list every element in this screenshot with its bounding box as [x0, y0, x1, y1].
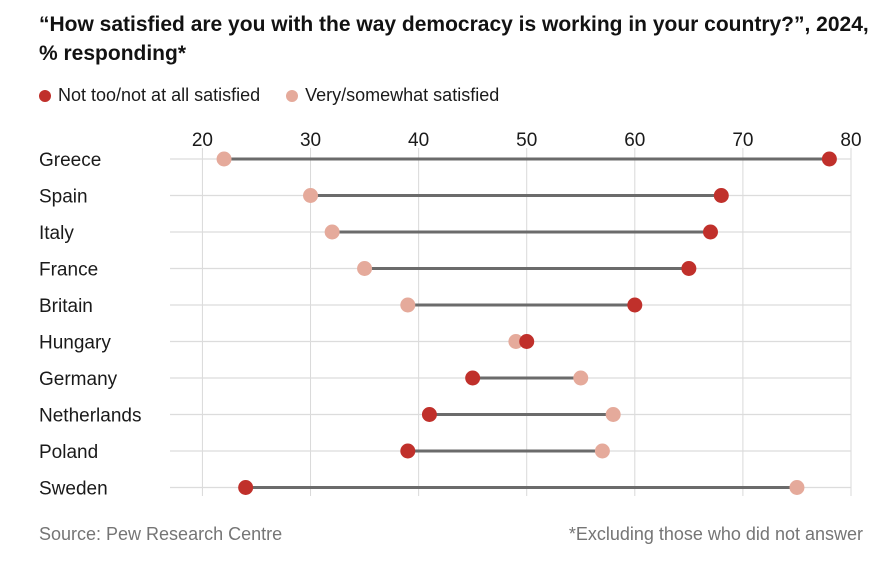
dot-satisfied-poland [594, 443, 610, 459]
dot-satisfied-germany [573, 370, 589, 386]
dot-not-satisfied-netherlands [421, 407, 437, 422]
category-label-poland: Poland [39, 442, 98, 463]
dot-not-satisfied-sweden [238, 480, 254, 495]
category-label-germany: Germany [39, 369, 118, 390]
legend-item-not-satisfied: Not too/not at all satisfied [39, 85, 260, 106]
category-label-italy: Italy [39, 223, 74, 244]
category-label-greece: Greece [39, 150, 101, 171]
x-tick-label-80: 80 [840, 130, 861, 151]
legend-marker-satisfied [286, 89, 299, 102]
footnote: *Excluding those who did not answer [568, 524, 863, 544]
legend-marker-not-satisfied [39, 89, 51, 102]
dot-satisfied-netherlands [605, 407, 621, 422]
chart-title: “How satisfied are you with the way demo… [39, 13, 869, 65]
x-tick-label-50: 50 [516, 130, 537, 151]
category-label-hungary: Hungary [39, 333, 111, 354]
x-tick-label-20: 20 [192, 130, 213, 151]
category-label-sweden: Sweden [39, 479, 108, 500]
source-note: Source: Pew Research Centre [39, 524, 283, 544]
dot-not-satisfied-poland [400, 443, 416, 459]
category-label-netherlands: Netherlands [39, 406, 141, 427]
dot-not-satisfied-france [681, 261, 697, 276]
x-tick-label-70: 70 [732, 130, 753, 151]
category-label-britain: Britain [39, 296, 93, 317]
legend-label-not-satisfied: Not too/not at all satisfied [58, 85, 261, 105]
x-tick-label-30: 30 [300, 130, 321, 151]
dot-satisfied-greece [216, 151, 232, 167]
dot-not-satisfied-italy [702, 224, 718, 240]
dot-satisfied-britain [400, 297, 416, 313]
x-tick-label-40: 40 [408, 130, 429, 151]
category-label-france: France [39, 260, 98, 281]
dot-not-satisfied-spain [713, 188, 729, 203]
legend-label-satisfied: Very/somewhat satisfied [305, 85, 500, 105]
dot-not-satisfied-hungary [519, 334, 535, 349]
dot-satisfied-hungary [508, 334, 524, 349]
category-label-spain: Spain [39, 187, 88, 208]
legend-item-satisfied: Very/somewhat satisfied [286, 85, 499, 106]
dot-not-satisfied-germany [465, 370, 481, 386]
dot-satisfied-spain [303, 188, 319, 203]
x-tick-label-60: 60 [624, 130, 645, 151]
dot-satisfied-france [357, 261, 373, 276]
legend: Not too/not at all satisfied Very/somewh… [39, 85, 525, 106]
dumbbell-chart: 20 30 40 50 60 70 80 Greece Spain Italy France Brit… [39, 130, 862, 500]
dot-satisfied-sweden [789, 480, 805, 495]
dot-not-satisfied-greece [821, 151, 837, 167]
dot-not-satisfied-britain [627, 297, 643, 313]
dot-satisfied-italy [324, 224, 340, 240]
